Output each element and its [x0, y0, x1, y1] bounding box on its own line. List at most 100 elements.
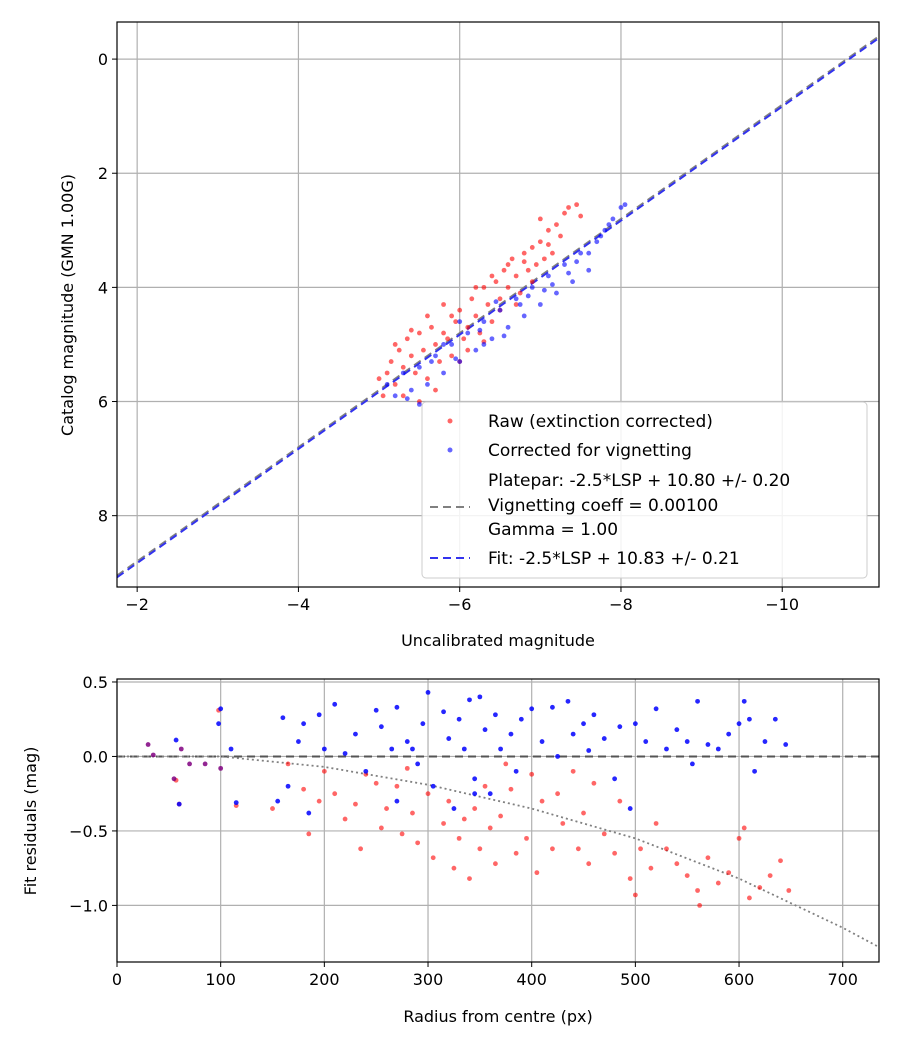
residuals-points: [145, 690, 792, 908]
raw-data-point: [416, 330, 422, 336]
residuals-plot: 0 100 200 300 400 500 600 700 0.5 0.0 −0.5 −1.0 Rad…: [21, 673, 880, 1026]
raw-residual-point: [321, 768, 327, 774]
raw-residual-point: [487, 825, 493, 831]
raw-residual-point: [653, 821, 659, 826]
corrected-data-point: [570, 279, 575, 285]
corrected-residual-point: [321, 746, 327, 752]
raw-data-point: [493, 279, 499, 285]
corrected-data-point: [477, 327, 483, 333]
corrected-residual-point: [342, 751, 348, 756]
legend-box: [421, 401, 868, 579]
raw-residual-point: [550, 846, 555, 852]
legend-platepar-label-1: Platepar: -2.5*LSP + 10.80 +/- 0.20: [488, 471, 790, 491]
corrected-data-point: [457, 319, 463, 325]
raw-residual-point: [757, 885, 763, 890]
residuals-y-tick-label: −1.0: [69, 896, 108, 915]
overlap-residual-point: [150, 752, 156, 758]
corrected-residual-point: [581, 721, 586, 727]
raw-data-point: [562, 210, 567, 216]
raw-residual-point: [425, 791, 431, 797]
corrected-data-point: [606, 222, 612, 228]
raw-residual-point: [493, 861, 498, 867]
calibration-y-tick-label: 8: [98, 507, 108, 526]
corrected-residual-point: [565, 698, 571, 704]
raw-residual-point: [560, 821, 566, 826]
raw-residual-point: [674, 861, 680, 867]
raw-data-point: [529, 245, 535, 250]
raw-residual-point: [410, 810, 415, 816]
raw-residual-point: [498, 813, 503, 819]
raw-residual-point: [778, 858, 783, 864]
calibration-y-tick-label: 6: [98, 393, 108, 412]
raw-residual-point: [586, 861, 592, 867]
corrected-data-point: [529, 284, 535, 290]
corrected-residual-point: [705, 742, 711, 747]
corrected-data-point: [429, 359, 434, 364]
vignetting-trend-curve: [117, 755, 880, 948]
corrected-data-point: [618, 205, 624, 210]
raw-data-point: [473, 313, 479, 319]
residuals-x-tick-label: 0: [112, 970, 122, 989]
corrected-residual-point: [472, 791, 478, 797]
corrected-data-point: [610, 216, 616, 222]
raw-residual-point: [664, 846, 669, 852]
raw-data-point: [433, 387, 438, 393]
raw-data-point: [529, 279, 535, 285]
corrected-residual-point: [420, 721, 426, 727]
corrected-residual-point: [378, 724, 384, 730]
corrected-data-point: [537, 302, 543, 307]
corrected-residual-point: [176, 801, 182, 807]
raw-data-point: [392, 342, 398, 347]
corrected-data-point: [545, 273, 551, 279]
raw-residual-point: [477, 846, 483, 852]
corrected-data-point: [497, 307, 503, 313]
corrected-data-point: [586, 250, 592, 256]
raw-residual-point: [581, 810, 586, 816]
corrected-residual-point: [296, 739, 301, 744]
raw-data-point: [421, 347, 426, 353]
corrected-residual-point: [632, 721, 638, 727]
corrected-data-point: [562, 262, 567, 267]
raw-residual-point: [306, 831, 312, 837]
corrected-data-point: [586, 267, 592, 273]
overlap-residual-point: [145, 742, 151, 747]
raw-residual-point: [430, 855, 436, 861]
corrected-residual-point: [617, 724, 623, 730]
calibration-y-tick-label: 2: [98, 164, 108, 183]
corrected-residual-point: [643, 739, 649, 744]
corrected-residual-point: [275, 798, 281, 804]
raw-residual-point: [467, 876, 472, 881]
corrected-data-point: [441, 370, 446, 376]
raw-data-point: [537, 239, 543, 245]
corrected-data-point: [449, 342, 455, 347]
raw-data-point: [437, 359, 442, 364]
residuals-x-axis-label: Radius from centre (px): [403, 1007, 592, 1026]
corrected-data-point: [457, 359, 463, 364]
raw-data-point: [376, 376, 382, 382]
calibration-x-tick-label: −8: [609, 595, 633, 614]
residuals-x-tick-label: 100: [205, 970, 236, 989]
corrected-residual-point: [389, 746, 395, 752]
raw-data-point: [400, 364, 406, 370]
corrected-residual-point: [173, 737, 179, 743]
corrected-residual-point: [498, 746, 503, 752]
raw-residual-point: [404, 765, 410, 771]
raw-data-point: [541, 256, 547, 262]
raw-data-point: [396, 347, 402, 353]
raw-residual-point: [726, 870, 732, 876]
residuals-ticks: 0 100 200 300 400 500 600 700 0.5 0.0 −0.5 −1.0: [69, 673, 858, 989]
raw-residual-point: [461, 816, 467, 822]
raw-data-point: [554, 222, 559, 228]
residuals-x-tick-label: 200: [309, 970, 340, 989]
corrected-residual-point: [425, 690, 431, 695]
raw-residual-point: [285, 761, 291, 767]
overlap-residual-point: [187, 761, 192, 767]
corrected-residual-point: [373, 707, 379, 713]
corrected-residual-point: [451, 806, 457, 811]
raw-data-point: [449, 313, 455, 319]
raw-residual-point: [632, 892, 638, 898]
residuals-x-tick-label: 400: [516, 970, 547, 989]
raw-residual-point: [446, 798, 452, 804]
calibration-x-tick-label: −4: [287, 595, 311, 614]
